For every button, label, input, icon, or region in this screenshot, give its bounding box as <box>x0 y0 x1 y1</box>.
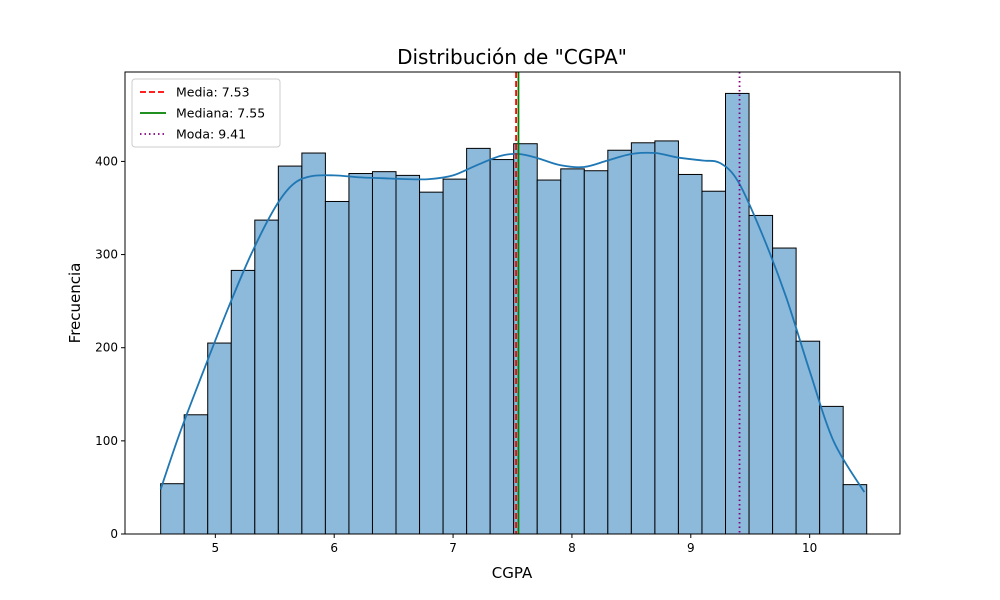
histogram-bar <box>419 191 444 535</box>
histogram-bar <box>348 173 373 535</box>
histogram-bar <box>160 483 185 535</box>
histogram-bar <box>277 165 303 535</box>
histogram-bar <box>748 214 774 535</box>
x-tick-label: 5 <box>212 541 220 555</box>
legend: Media: 7.53 Mediana: 7.55 Moda: 9.41 <box>131 78 281 148</box>
y-axis-ticks: 0 100 200 300 400 <box>95 154 125 541</box>
histogram-bar <box>536 179 562 535</box>
histogram-bar <box>583 170 609 535</box>
reference-lines <box>515 72 741 534</box>
kde-curve <box>159 151 866 493</box>
y-tick-label: 0 <box>110 527 118 541</box>
x-axis-ticks: 5 6 7 8 9 10 <box>212 534 817 555</box>
y-axis-label: Frecuencia <box>66 263 84 344</box>
x-tick-label: 7 <box>449 541 457 555</box>
x-tick-label: 6 <box>330 541 338 555</box>
plot-frame <box>124 71 901 535</box>
legend-label-moda: Moda: 9.41 <box>176 127 246 142</box>
histogram-bar <box>701 190 727 535</box>
histogram-bars <box>160 92 868 535</box>
histogram-bar <box>254 219 279 535</box>
histogram-bar <box>513 143 538 535</box>
histogram-bar <box>324 200 350 535</box>
histogram-bar <box>371 171 397 535</box>
y-tick-label: 300 <box>95 248 118 262</box>
y-tick-label: 400 <box>95 154 118 168</box>
legend-label-mediana: Mediana: 7.55 <box>176 106 265 121</box>
histogram-bar <box>795 340 821 535</box>
histogram-bar <box>607 149 632 535</box>
chart-title: Distribución de "CGPA" <box>397 45 627 69</box>
histogram-bar <box>842 484 868 535</box>
x-tick-label: 10 <box>802 541 817 555</box>
histogram-bar <box>489 159 515 535</box>
histogram-bar <box>183 414 209 535</box>
histogram-bar <box>677 173 703 535</box>
histogram-bar <box>630 142 656 535</box>
x-tick-label: 9 <box>687 541 695 555</box>
histogram-bar <box>466 147 491 535</box>
y-tick-label: 100 <box>95 434 118 448</box>
histogram-bar <box>560 168 585 535</box>
histogram-bar <box>725 92 750 535</box>
legend-box <box>131 78 281 148</box>
y-tick-label: 200 <box>95 341 118 355</box>
x-axis-label: CGPA <box>492 564 533 582</box>
histogram-bar <box>819 405 844 535</box>
histogram-bar <box>442 178 468 535</box>
histogram-bar <box>301 152 326 535</box>
x-tick-label: 8 <box>568 541 576 555</box>
histogram-bar <box>230 269 256 535</box>
histogram-bar <box>395 174 421 535</box>
histogram-bar <box>654 140 679 535</box>
legend-label-media: Media: 7.53 <box>176 85 250 100</box>
histogram-bar <box>207 342 232 535</box>
